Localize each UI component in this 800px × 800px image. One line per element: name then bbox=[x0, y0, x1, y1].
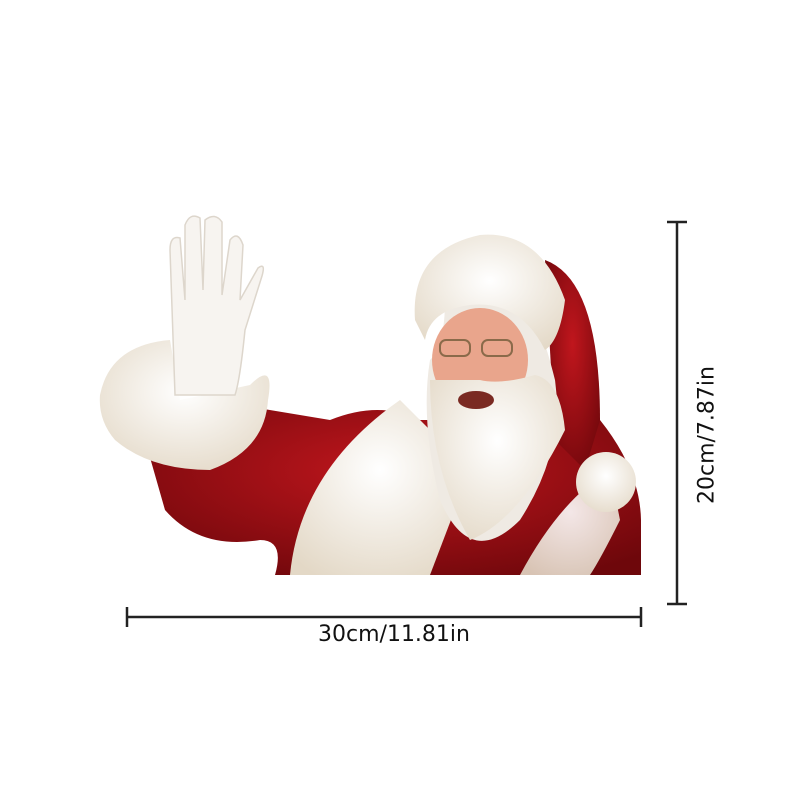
width-dimension-line bbox=[125, 607, 643, 627]
width-label: 30cm/11.81in bbox=[318, 622, 470, 647]
height-dimension-line bbox=[667, 220, 687, 606]
height-label: 20cm/7.87in bbox=[694, 366, 720, 504]
santa-body bbox=[99, 215, 641, 575]
